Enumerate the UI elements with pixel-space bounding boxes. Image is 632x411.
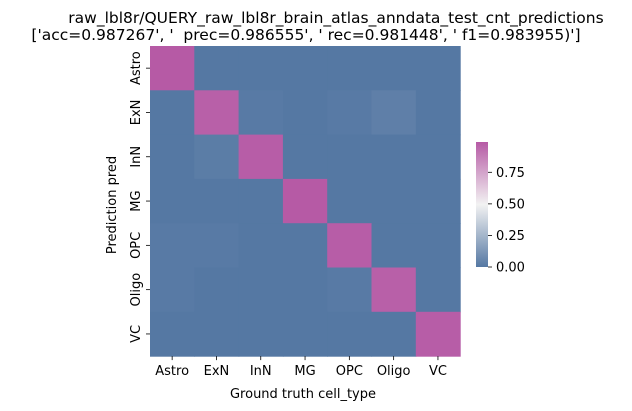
heatmap-cell [415,46,461,91]
heatmap-cell [194,90,240,136]
heatmap-cell [194,267,240,313]
y-tick-label: VC [129,325,144,343]
colorbar-ticks: 0.00 0.25 0.50 0.75 [488,166,525,276]
y-axis-label: Prediction pred [105,156,120,254]
heatmap-cell [371,267,417,313]
x-axis-label: Ground truth cell_type [230,387,376,402]
colorbar [476,142,488,267]
heatmap-cell [327,46,373,91]
heatmap-cell [371,46,417,91]
y-tick-label: Oligo [129,273,144,307]
heatmap-cell [371,178,417,224]
heatmap-cell [194,178,240,224]
heatmap-cell [371,223,417,269]
heatmap-cell [282,267,328,313]
heatmap-cell [150,223,195,269]
x-axis-ticks: Astro ExN InN MG OPC Oligo VC [155,356,447,379]
heatmap-cell [327,311,373,357]
y-tick-label: Astro [129,51,144,85]
heatmap-cell [238,311,284,357]
heatmap-cell [415,90,461,136]
heatmap-cell [150,90,195,136]
heatmap-cell [415,134,461,180]
colorbar-tick-label: 0.00 [496,261,525,276]
heatmap-cell [371,134,417,180]
heatmap-cell [371,311,417,357]
heatmap-cell [194,46,240,91]
heatmap-cell [415,267,461,313]
x-tick-label: InN [250,364,272,379]
heatmap-cell [150,267,195,313]
heatmap-cell [194,223,240,269]
y-axis-ticks: Astro ExN InN MG OPC Oligo VC [129,51,150,343]
x-tick-label: OPC [336,364,363,379]
heatmap-cell [238,178,284,224]
heatmap-cells [150,46,461,357]
y-tick-label: ExN [129,100,144,126]
heatmap-cell [415,311,461,357]
heatmap-cell [327,178,373,224]
heatmap-cell [282,223,328,269]
chart-title: raw_lbl8r/QUERY_raw_lbl8r_brain_atlas_an… [68,9,604,27]
heatmap-cell [150,134,195,180]
heatmap-cell [327,90,373,136]
heatmap-cell [150,46,195,91]
heatmap-cell [194,134,240,180]
x-tick-label: Oligo [377,364,411,379]
heatmap-cell [415,223,461,269]
x-tick-label: MG [294,364,315,379]
heatmap-cell [194,311,240,357]
heatmap-cell [327,267,373,313]
heatmap-cell [238,223,284,269]
colorbar-tick-label: 0.75 [496,166,525,181]
heatmap-cell [282,134,328,180]
colorbar-tick-label: 0.25 [496,229,525,244]
heatmap-cell [238,46,284,91]
heatmap-cell [282,46,328,91]
heatmap-cell [238,90,284,136]
heatmap-cell [282,311,328,357]
x-tick-label: ExN [204,364,230,379]
heatmap-cell [238,134,284,180]
heatmap-cell [150,178,195,224]
chart-subtitle: ['acc=0.987267', ' prec=0.986555', ' rec… [31,26,581,44]
x-tick-label: VC [429,364,447,379]
y-tick-label: OPC [129,232,144,259]
y-tick-label: InN [129,146,144,168]
colorbar-tick-label: 0.50 [496,197,525,212]
heatmap-cell [238,267,284,313]
x-tick-label: Astro [155,364,189,379]
y-tick-label: MG [129,190,144,211]
heatmap-cell [371,90,417,136]
heatmap-cell [327,223,373,269]
heatmap-cell [150,311,195,357]
heatmap-cell [282,178,328,224]
heatmap-cell [282,90,328,136]
heatmap-cell [415,178,461,224]
heatmap-cell [327,134,373,180]
